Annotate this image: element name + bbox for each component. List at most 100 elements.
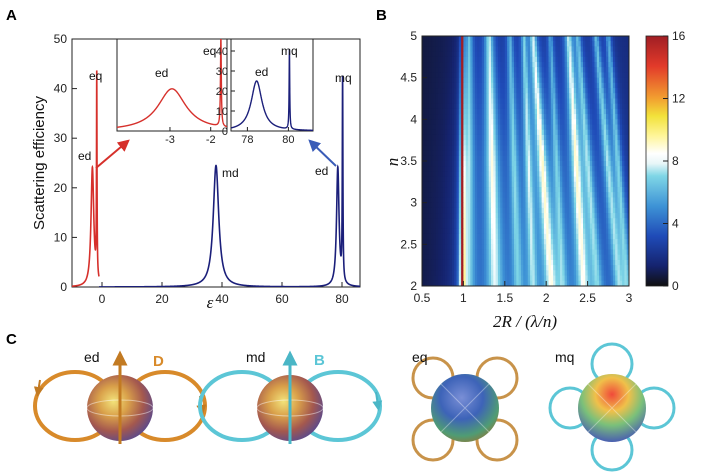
heatmap-cell [548,41,552,47]
heatmap-cell [461,114,464,120]
heatmap-cell [465,171,469,178]
heatmap-cell [534,124,538,131]
heatmap-cell [525,36,529,42]
heatmap-cell [534,254,538,261]
heatmap-cell [571,239,575,245]
heatmap-cell [477,72,480,79]
heatmap-cell [491,140,494,146]
heatmap-cell [431,270,434,276]
heatmap-cell [456,197,460,204]
heatmap-cell [580,275,584,282]
b-ytick-label: 2 [410,279,417,293]
heatmap-cell [608,233,611,240]
heatmap-cell [422,36,425,42]
heatmap-cell [435,161,439,167]
heatmap-cell [504,161,508,167]
heatmap-cell [426,233,430,240]
heatmap-cell [576,270,579,276]
heatmap-cell [445,207,448,214]
heatmap-cell [447,129,450,136]
heatmap-cell [449,197,453,204]
heatmap-cell [479,82,483,89]
heatmap-cell [571,140,575,146]
heatmap-cell [463,213,467,219]
heatmap-cell [608,223,611,230]
heatmap-cell [447,114,450,120]
heatmap-cell [440,36,444,42]
heatmap-cell [578,67,582,73]
heatmap-cell [445,114,448,120]
heatmap-cell [617,228,621,235]
heatmap-cell [580,140,584,146]
heatmap-cell [472,249,476,256]
heatmap-cell [484,82,487,89]
heatmap-cell [488,166,492,172]
heatmap-cell [442,119,446,125]
heatmap-cell [530,67,533,73]
heatmap-cell [514,239,517,245]
heatmap-cell [612,124,616,131]
heatmap-cell [610,207,614,214]
heatmap-cell [493,202,496,209]
heatmap-cell [548,244,552,250]
heatmap-cell [557,171,561,178]
heatmap-cell [606,171,609,178]
heatmap-cell [543,171,547,178]
heatmap-cell [543,207,547,214]
heatmap-cell [603,233,607,240]
heatmap-cell [474,67,478,73]
heatmap-cell [546,72,549,79]
heatmap-cell [479,98,483,105]
heatmap-cell [539,171,542,178]
heatmap-cell [550,275,554,282]
heatmap-cell [539,62,542,68]
inset-navy-line [231,49,313,131]
heatmap-cell [553,93,556,99]
heatmap-cell [562,275,565,282]
heatmap-cell [507,119,510,125]
heatmap-cell [571,197,575,204]
heatmap-cell [532,72,536,79]
inset-red-label-ed: ed [155,66,168,80]
heatmap-cell [470,181,473,188]
heatmap-cell [626,270,630,276]
heatmap-cell [484,228,487,235]
heatmap-cell [507,265,510,271]
heatmap-cell [488,82,492,89]
heatmap-cell [619,56,623,63]
heatmap-cell [553,140,556,146]
heatmap-cell [615,161,618,167]
heatmap-cell [619,197,623,204]
heatmap-cell [585,46,588,53]
heatmap-cell [585,161,588,167]
heatmap-cell [532,270,536,276]
heatmap-cell [472,181,476,188]
heatmap-cell [516,145,519,151]
heatmap-cell [539,46,542,53]
heatmap-cell [578,145,582,151]
heatmap-cell [518,166,522,172]
heatmap-cell [612,82,616,89]
heatmap-cell [610,254,614,261]
heatmap-cell [615,244,618,250]
heatmap-cell [562,150,565,157]
heatmap-cell [428,244,432,250]
heatmap-cell [534,218,538,224]
heatmap-cell [493,207,496,214]
heatmap-cell [479,41,483,47]
heatmap-cell [504,77,508,84]
heatmap-cell [612,280,616,287]
heatmap-cell [479,88,483,94]
heatmap-cell [596,223,600,230]
heatmap-cell [555,150,559,157]
heatmap-cell [486,239,490,245]
heatmap-cell [617,161,621,167]
heatmap-cell [440,41,444,47]
heatmap-cell [553,88,556,94]
heatmap-cell [557,176,561,183]
heatmap-cell [589,176,593,183]
heatmap-cell [463,67,467,73]
heatmap-cell [502,82,506,89]
heatmap-cell [438,77,441,84]
